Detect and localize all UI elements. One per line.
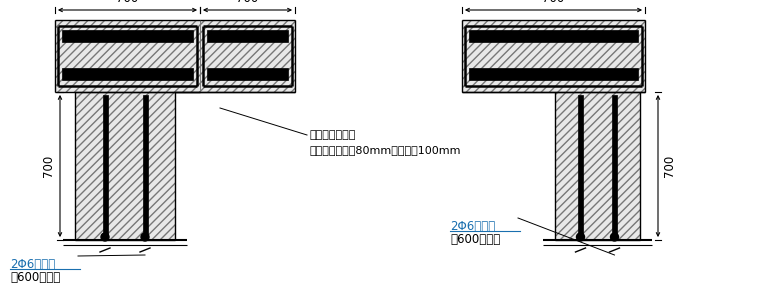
- Circle shape: [141, 233, 149, 241]
- Bar: [612, 95, 617, 235]
- Text: 每600设一道: 每600设一道: [10, 271, 60, 284]
- Bar: [62, 68, 193, 80]
- Text: 700: 700: [543, 0, 565, 5]
- Bar: [578, 95, 583, 235]
- Circle shape: [577, 233, 584, 241]
- Bar: [55, 20, 200, 92]
- Text: 700: 700: [42, 155, 55, 177]
- Text: 700: 700: [116, 0, 138, 5]
- Text: 拉结筋植入深度80mm，配筋带100mm: 拉结筋植入深度80mm，配筋带100mm: [310, 145, 461, 155]
- Bar: [200, 20, 295, 92]
- Text: 700: 700: [236, 0, 258, 5]
- Text: 每600设一道: 每600设一道: [450, 233, 500, 246]
- Text: 采用结构胶植筋: 采用结构胶植筋: [310, 130, 356, 140]
- Bar: [555, 92, 640, 240]
- Bar: [103, 95, 107, 235]
- Text: 700: 700: [663, 155, 676, 177]
- Bar: [207, 30, 288, 42]
- Bar: [207, 68, 288, 80]
- Bar: [75, 92, 175, 240]
- Bar: [62, 30, 193, 42]
- Bar: [143, 95, 147, 235]
- Bar: [462, 20, 645, 92]
- Bar: [469, 30, 638, 42]
- Circle shape: [101, 233, 109, 241]
- Bar: [469, 68, 638, 80]
- Bar: [462, 20, 645, 92]
- Bar: [75, 92, 175, 240]
- Bar: [55, 20, 200, 92]
- Bar: [200, 20, 295, 92]
- Text: 2Φ6氿墙高: 2Φ6氿墙高: [450, 220, 496, 233]
- Bar: [555, 92, 640, 240]
- Circle shape: [610, 233, 619, 241]
- Text: 2Φ6氿墙高: 2Φ6氿墙高: [10, 258, 55, 271]
